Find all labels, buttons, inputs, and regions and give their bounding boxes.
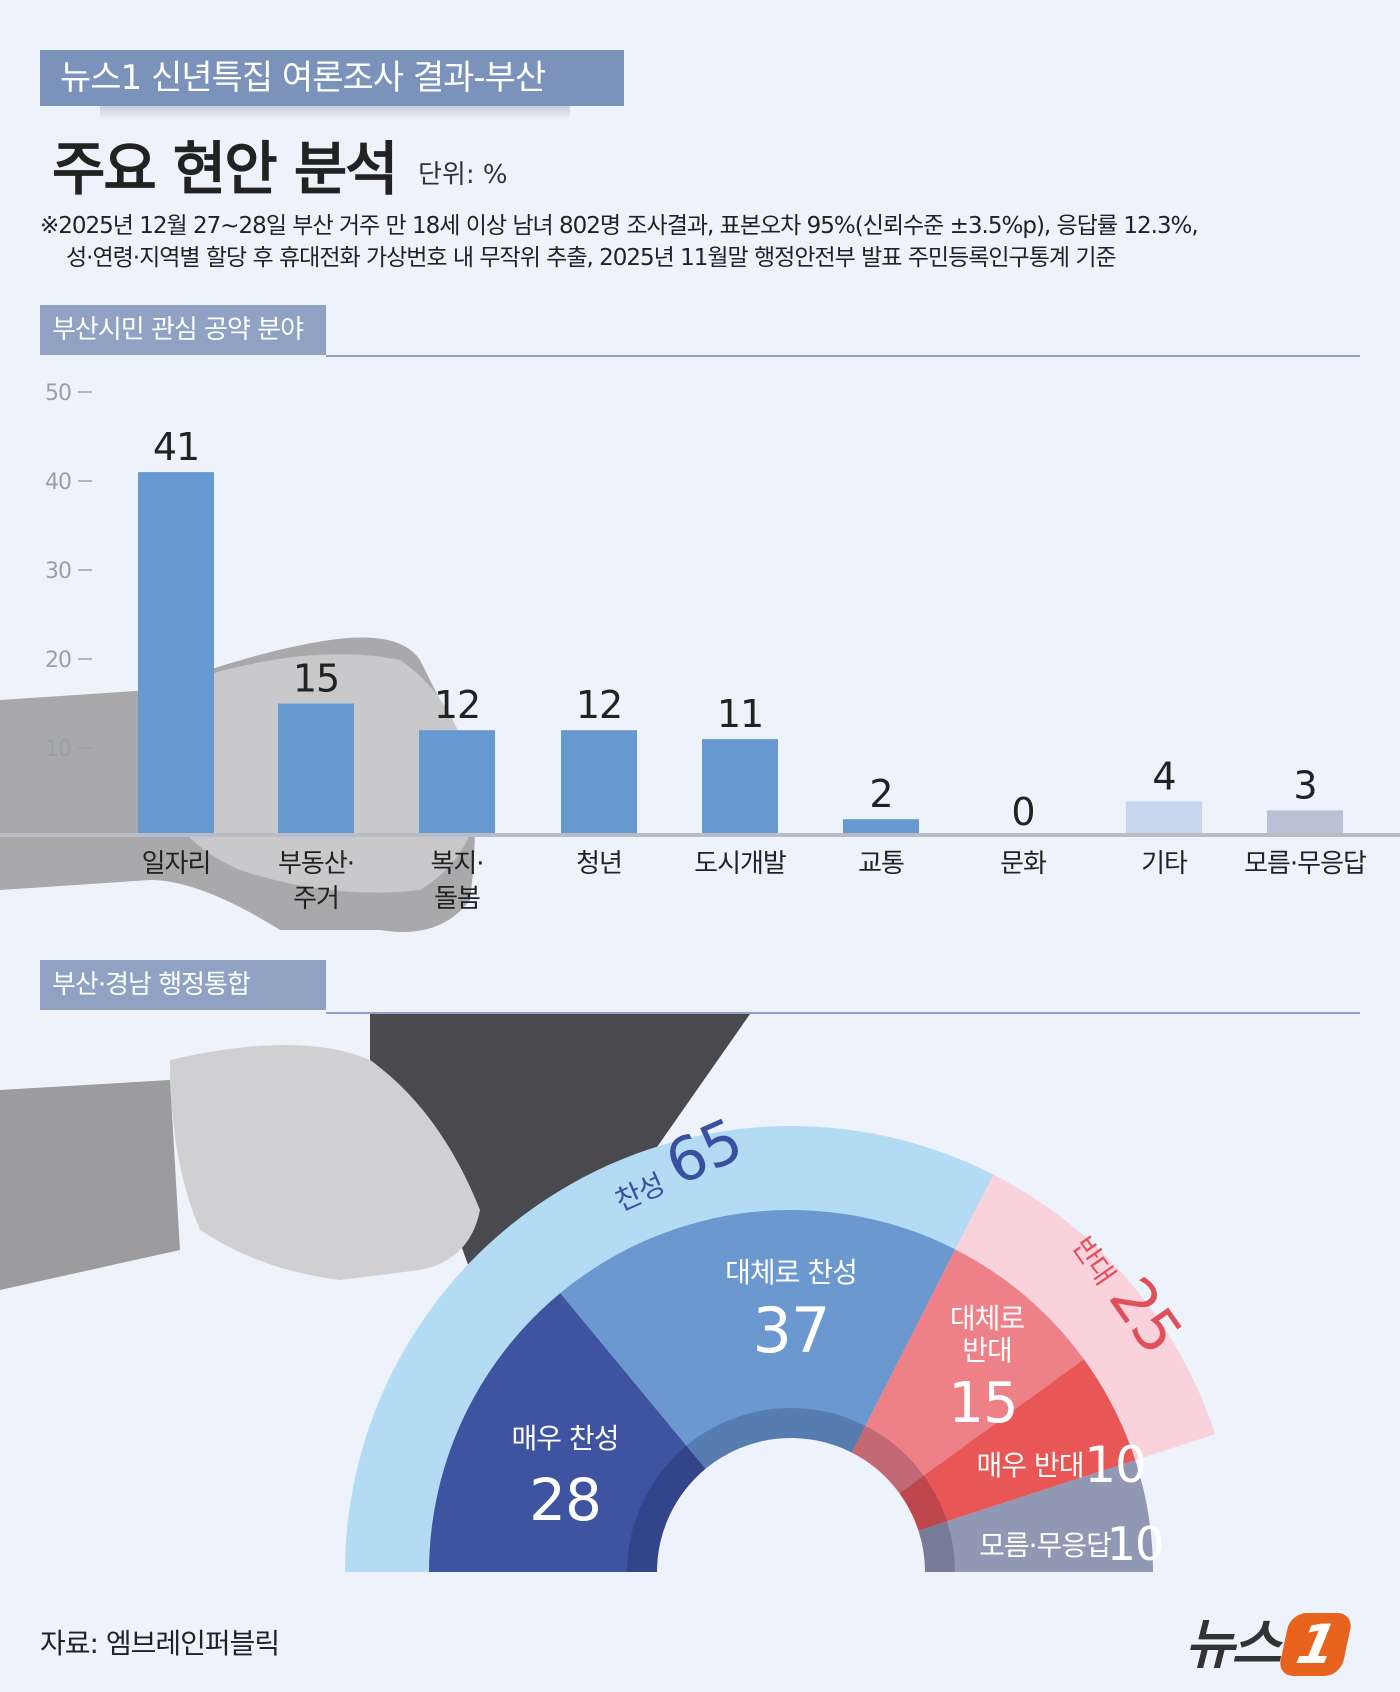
news1-logo: 뉴스 1	[1185, 1600, 1354, 1679]
banner-shadow	[100, 106, 570, 120]
slice-0	[429, 1293, 706, 1572]
slice-value: 15	[948, 1371, 1017, 1436]
slice-label: 모름·무응답	[979, 1529, 1111, 1562]
bar-8	[1267, 810, 1343, 837]
bar-3	[561, 730, 637, 837]
slice-label: 대체로 찬성	[725, 1256, 857, 1289]
survey-banner: 뉴스1 신년특집 여론조사 결과-부산	[40, 50, 624, 106]
y-tick-label: 20	[45, 648, 71, 673]
unit-label: 단위: %	[418, 160, 508, 190]
category-label: 도시개발	[694, 849, 786, 879]
slice-label: 매우 반대	[977, 1449, 1084, 1482]
bar-value-label: 3	[1293, 763, 1316, 807]
category-label: 부동산·	[278, 849, 354, 879]
slice-3	[899, 1359, 1136, 1531]
category-label: 모름·무응답	[1244, 849, 1366, 879]
bar-0	[138, 472, 214, 837]
bar-value-label: 2	[869, 772, 892, 816]
handshake-photo	[0, 637, 750, 1290]
logo-text: 뉴스	[1185, 1613, 1281, 1676]
inner-ring-shade	[627, 1408, 955, 1572]
category-label: 복지·	[430, 849, 483, 879]
survey-note-1: ※2025년 12월 27~28일 부산 거주 만 18세 이상 남녀 802명…	[40, 213, 1199, 239]
slice-value: 10	[1084, 1436, 1146, 1494]
bar-value-label: 4	[1152, 754, 1175, 798]
category-label: 교통	[858, 849, 904, 879]
source-label: 자료: 엠브레인퍼블릭	[40, 1627, 280, 1660]
category-label: 돌봄	[434, 884, 480, 914]
slice-value: 10	[1107, 1517, 1164, 1571]
bar-2	[419, 730, 495, 837]
group-arc-1	[949, 1174, 1216, 1464]
bar-value-label: 41	[153, 425, 199, 469]
slice-label: 대체로	[950, 1302, 1025, 1335]
bar-value-label: 12	[434, 683, 480, 727]
slice-label: 반대	[962, 1334, 1012, 1367]
y-tick-label: 30	[45, 559, 71, 584]
semicircle-chart-title: 부산·경남 행정통합	[40, 960, 326, 1010]
slice-1	[560, 1210, 956, 1469]
survey-note-2: 성·연령·지역별 할당 후 휴대전화 가상번호 내 무작위 추출, 2025년 …	[66, 245, 1117, 271]
slice-4	[918, 1460, 1153, 1572]
divider	[326, 1012, 1360, 1014]
category-label: 문화	[1000, 849, 1047, 879]
category-label: 기타	[1141, 849, 1188, 879]
divider	[326, 355, 1360, 357]
bar-1	[278, 703, 354, 837]
bar-value-label: 12	[576, 683, 622, 727]
slice-value: 28	[529, 1466, 601, 1534]
category-label: 주거	[293, 884, 339, 914]
bar-value-label: 15	[293, 657, 339, 701]
category-label: 일자리	[142, 849, 211, 879]
slice-value: 37	[753, 1294, 830, 1367]
logo-number: 1	[1277, 1613, 1354, 1676]
y-tick-label: 40	[45, 470, 71, 495]
y-tick-label: 50	[45, 381, 71, 406]
bar-7	[1126, 801, 1202, 837]
bar-value-label: 0	[1011, 790, 1034, 834]
bar-value-label: 11	[717, 692, 763, 736]
y-tick-label: 10	[45, 737, 71, 762]
slice-label: 매우 찬성	[512, 1422, 619, 1455]
category-label: 청년	[576, 849, 622, 879]
slice-2	[851, 1249, 1084, 1494]
baseline	[0, 833, 1400, 837]
group-arc-0	[345, 1126, 994, 1572]
bar-chart-title: 부산시민 관심 공약 분야	[40, 305, 326, 355]
bar-4	[702, 739, 778, 837]
bar-5	[843, 819, 919, 837]
page-title: 주요 현안 분석	[52, 135, 399, 203]
